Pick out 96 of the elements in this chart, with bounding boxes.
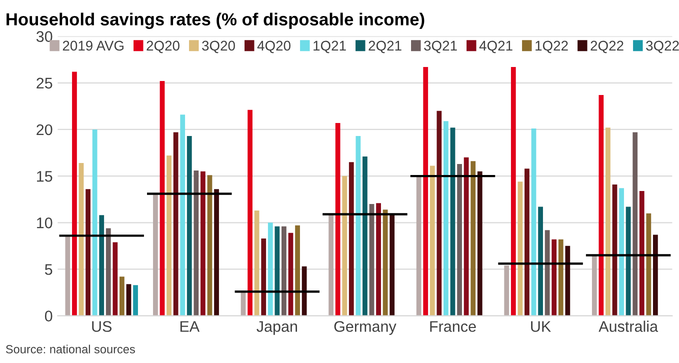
bar — [194, 170, 199, 316]
bar — [348, 162, 354, 316]
legend-label: 3Q21 — [424, 40, 457, 54]
bar — [390, 214, 395, 316]
bar — [248, 110, 252, 316]
x-tick-label: Japan — [256, 321, 297, 335]
bar — [356, 136, 361, 316]
source-note: Source: national sources — [6, 344, 135, 354]
x-tick-label: US — [92, 321, 112, 332]
bar — [444, 121, 448, 316]
bar — [65, 236, 70, 316]
bar — [295, 225, 300, 316]
x-tick-label: Germany — [334, 321, 396, 335]
bar — [477, 171, 482, 316]
bar — [646, 213, 652, 316]
bar — [464, 157, 469, 316]
legend-label: 2019 AVG — [62, 40, 124, 51]
bar — [626, 206, 631, 316]
bar — [328, 214, 334, 316]
bar — [362, 156, 368, 316]
chart-title: Household savings rates (% of disposable income) — [6, 12, 424, 29]
bar — [173, 132, 178, 316]
x-tick-label: Australia — [598, 320, 658, 332]
legend-label: 4Q21 — [479, 40, 512, 54]
bar — [612, 184, 618, 316]
bar — [416, 176, 422, 316]
bar — [106, 228, 111, 316]
bar — [598, 94, 604, 316]
legend-label: 1Q22 — [536, 40, 568, 54]
bar — [653, 234, 658, 316]
bar — [268, 222, 273, 316]
y-tick-label: 15 — [37, 171, 52, 182]
bar — [382, 210, 388, 316]
bar — [544, 230, 550, 316]
bar — [552, 239, 557, 316]
x-tick-label: UK — [531, 321, 551, 332]
bar — [335, 122, 340, 316]
bar — [369, 204, 374, 316]
bar — [72, 72, 77, 316]
bar — [558, 239, 564, 316]
bar — [565, 246, 570, 316]
bar — [160, 81, 165, 316]
bar — [342, 176, 348, 316]
y-tick-label: 5 — [44, 264, 52, 275]
legend-label: 2Q21 — [368, 40, 402, 54]
y-tick-label: 20 — [36, 124, 52, 136]
bar — [524, 168, 530, 316]
bar — [120, 276, 124, 316]
legend-label: 3Q22 — [646, 40, 679, 54]
y-tick-label: 0 — [44, 310, 52, 322]
bar — [619, 188, 624, 316]
legend-label: 3Q20 — [202, 40, 235, 54]
bar — [504, 266, 510, 316]
bar — [274, 226, 280, 316]
bar — [639, 190, 644, 316]
y-tick-label: 25 — [36, 78, 52, 89]
legend-label: 2Q22 — [590, 40, 624, 54]
bar — [99, 215, 104, 316]
bar — [92, 129, 98, 316]
bar — [436, 110, 442, 316]
x-tick-label: EA — [180, 321, 200, 332]
y-tick-label: 10 — [37, 218, 52, 228]
y-tick-label: 30 — [36, 31, 52, 42]
bar — [78, 163, 84, 316]
bar — [133, 285, 138, 316]
bar — [200, 171, 206, 316]
bar — [531, 128, 536, 316]
legend-label: 2Q20 — [146, 40, 180, 54]
bar — [153, 194, 158, 316]
bar — [302, 266, 307, 316]
bar — [423, 67, 428, 316]
bar — [112, 242, 118, 316]
bar — [470, 161, 476, 316]
bar — [592, 255, 597, 316]
bar — [606, 128, 610, 316]
bar — [430, 166, 435, 316]
legend-label: 4Q20 — [257, 40, 290, 54]
bar — [180, 114, 186, 316]
bar — [632, 132, 638, 316]
bar — [207, 175, 212, 316]
x-tick-label: France — [430, 321, 476, 332]
bar — [214, 189, 219, 316]
bar — [126, 284, 132, 316]
bar — [186, 136, 192, 316]
bar — [457, 164, 462, 316]
bar — [86, 189, 90, 316]
bar — [538, 206, 543, 316]
bar — [450, 128, 456, 316]
legend-label: 1Q21 — [314, 40, 346, 54]
bar — [254, 210, 260, 316]
bar — [166, 156, 172, 316]
bar — [510, 67, 516, 316]
bar — [282, 226, 286, 316]
bar — [518, 182, 523, 316]
bar — [261, 238, 266, 316]
bar — [376, 203, 381, 316]
